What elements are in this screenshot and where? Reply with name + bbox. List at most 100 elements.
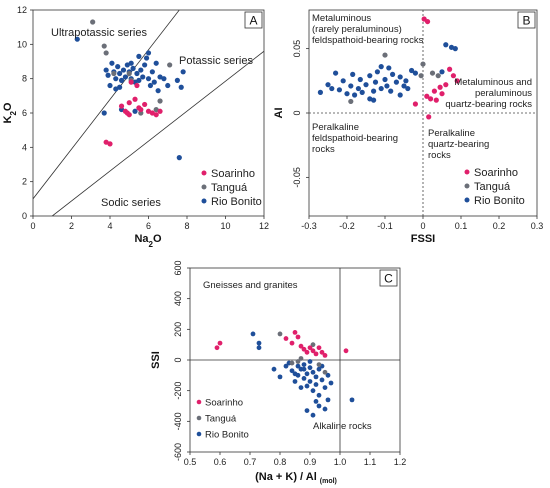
- chart-a-point-soarinho: [126, 100, 132, 106]
- chart-b-legend-soarinho: Soarinho: [474, 167, 518, 179]
- chart-b-panel-label: B: [522, 14, 530, 28]
- chart-c-point-soarinho: [283, 336, 289, 341]
- chart-c-y-tick-label: -200: [173, 382, 183, 400]
- chart-b-point-rio-bonito: [336, 87, 342, 93]
- chart-c-point-rio-bonito: [295, 363, 301, 369]
- chart-c-x-tick-label: 0.8: [274, 457, 287, 467]
- chart-a-point-soarinho: [138, 106, 144, 113]
- chart-a-point-soarinho: [153, 112, 159, 118]
- chart-c-point-rio-bonito: [310, 369, 316, 375]
- chart-a-point-rio-bonito: [180, 69, 186, 75]
- chart-b-point-rio-bonito: [333, 70, 339, 76]
- chart-c-legend-tangua: Tanguá: [205, 414, 237, 425]
- chart-c-point-soarinho: [289, 340, 295, 346]
- chart-c-x-tick-label: 0.5: [184, 457, 197, 467]
- chart-a-point-rio-bonito: [132, 108, 138, 114]
- chart-c-point-rio-bonito: [310, 412, 316, 418]
- chart-b-x-tick-label: -0.3: [301, 221, 317, 231]
- chart-b-point-rio-bonito: [325, 82, 331, 88]
- chart-c-y-tick-label: -600: [173, 443, 183, 461]
- chart-b-x-tick-label: 0.1: [455, 221, 468, 231]
- chart-c-point-tangua: [277, 331, 283, 337]
- chart-c-point-soarinho: [214, 345, 220, 351]
- chart-b-point-soarinho: [450, 73, 456, 79]
- chart-b-point-soarinho: [443, 82, 449, 88]
- chart-b-point-rio-bonito: [317, 89, 323, 95]
- chart-c-point-rio-bonito: [304, 371, 310, 377]
- chart-a-annotation-potassic: Potassic series: [179, 55, 253, 67]
- chart-a-frame: [32, 9, 265, 217]
- chart-a-point-soarinho: [124, 110, 130, 116]
- chart-c-point-rio-bonito: [307, 359, 313, 364]
- chart-a-point-rio-bonito: [174, 77, 180, 83]
- chart-b-point-rio-bonito: [405, 85, 411, 92]
- chart-c-y-tick-label: 400: [173, 291, 183, 306]
- chart-b-annotation-top-left-2: (rarely peraluminous): [312, 24, 402, 35]
- chart-b-point-soarinho: [454, 78, 460, 84]
- chart-c: 0.5 0.6 0.7 0.8 0.9 1.0 1.1 1.2 -600 -400 -200 0 200…: [150, 260, 406, 485]
- chart-b-legend-marker-soarinho: [464, 169, 470, 175]
- chart-a-point-rio-bonito: [176, 155, 182, 161]
- chart-c-point-soarinho: [217, 340, 223, 346]
- chart-b-point-soarinho: [433, 97, 439, 103]
- chart-b-point-tangua: [429, 70, 436, 76]
- chart-a-x-tick-label: 2: [69, 221, 74, 231]
- chart-a-point-tangua: [90, 19, 96, 25]
- chart-c-point-rio-bonito: [316, 403, 322, 409]
- chart-c-panel-box: [379, 269, 398, 287]
- chart-c-point-rio-bonito: [313, 399, 319, 404]
- chart-a-y-tick-label: 10: [17, 39, 27, 49]
- chart-a-point-rio-bonito: [103, 67, 109, 73]
- chart-b-point-tangua: [420, 61, 426, 67]
- chart-b-point-rio-bonito: [352, 92, 358, 98]
- chart-a-point-rio-bonito: [145, 76, 152, 82]
- chart-a-legend-marker-tangua: [201, 184, 207, 190]
- chart-c-point-rio-bonito: [271, 366, 277, 372]
- chart-b-legend-tangua: Tanguá: [474, 181, 511, 193]
- chart-a-point-soarinho: [118, 103, 125, 109]
- chart-a-y-tick-label: 6: [22, 108, 27, 118]
- chart-c-point-soarinho: [310, 348, 316, 354]
- chart-c-point-rio-bonito: [325, 397, 331, 403]
- chart-a-point-rio-bonito: [115, 64, 121, 70]
- chart-b-frame: [308, 9, 538, 217]
- chart-b-point-soarinho: [428, 96, 434, 102]
- chart-c-legend: Soarinho Tanguá Rio Bonito: [196, 398, 249, 441]
- chart-a-points: [74, 19, 186, 161]
- chart-c-point-soarinho: [322, 353, 328, 358]
- chart-a-point-rio-bonito: [165, 82, 171, 89]
- chart-b-point-rio-bonito: [397, 74, 403, 80]
- chart-c-point-rio-bonito: [256, 345, 262, 351]
- chart-b-point-rio-bonito: [355, 85, 361, 92]
- chart-c-point-rio-bonito: [292, 371, 298, 377]
- chart-b-point-rio-bonito: [371, 88, 377, 94]
- chart-c-panel-label: C: [384, 272, 393, 286]
- chart-a-boundaries: [33, 10, 264, 216]
- chart-c-point-rio-bonito: [292, 379, 298, 384]
- chart-a-point-rio-bonito: [134, 70, 140, 77]
- chart-c-point-rio-bonito: [304, 383, 310, 389]
- chart-b-point-soarinho: [437, 84, 443, 90]
- chart-a-ticks: 0 2 4 6 8 10 12 0 2 4 6 8 10 12: [17, 5, 269, 231]
- chart-a-x-tick-label: 10: [220, 221, 230, 231]
- chart-b-point-rio-bonito: [386, 65, 392, 71]
- chart-c-point-soarinho: [313, 351, 319, 357]
- chart-b-point-rio-bonito: [390, 71, 396, 77]
- chart-a-y-axis-label: K2O: [2, 102, 18, 123]
- chart-a-point-tangua: [111, 70, 117, 77]
- chart-a-point-rio-bonito: [149, 69, 155, 75]
- chart-c-point-rio-bonito: [316, 366, 322, 372]
- chart-a-point-rio-bonito: [105, 72, 111, 78]
- chart-a-point-rio-bonito: [151, 79, 157, 85]
- chart-a-point-rio-bonito: [122, 74, 128, 80]
- chart-c-legend-rio-bonito: Rio Bonito: [205, 430, 249, 441]
- chart-c-legend-soarinho: Soarinho: [205, 398, 243, 409]
- chart-c-point-rio-bonito: [289, 368, 295, 374]
- chart-c-frame: [189, 267, 401, 453]
- chart-a-point-soarinho: [157, 108, 163, 114]
- chart-c-y-axis-label: SSI: [150, 351, 162, 369]
- chart-c-point-soarinho: [304, 349, 310, 355]
- chart-c-point-rio-bonito: [319, 377, 325, 383]
- chart-b: -0.3 -0.2 -0.1 0 0.1 0.2 0.3 -0.05 0 0.05 B Metal…: [273, 9, 543, 245]
- chart-c-point-rio-bonito: [307, 379, 313, 384]
